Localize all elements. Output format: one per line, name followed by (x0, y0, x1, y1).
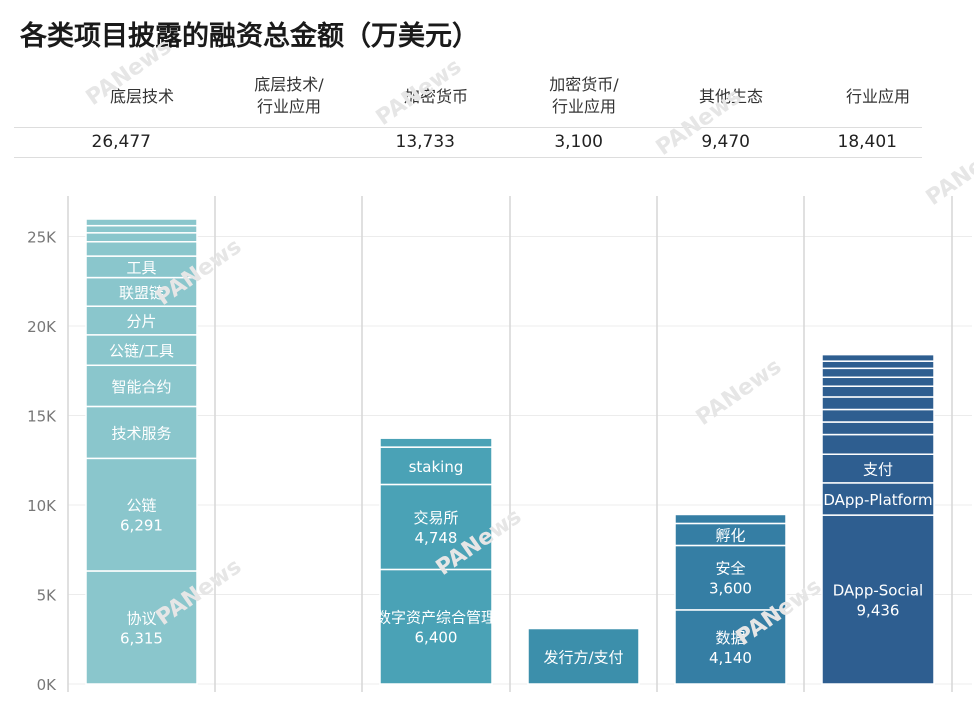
segment-label: 孵化 (715, 526, 745, 544)
bar-segment (821, 453, 935, 484)
bar-segment (85, 305, 198, 336)
segment-label: staking (409, 458, 464, 476)
segment-label: 发行方/支付 (543, 648, 623, 666)
column-header: 加密货币/行业应用 (510, 74, 658, 118)
segment-label: 智能合约 (111, 378, 171, 396)
segment-label: 安全 (715, 560, 745, 578)
bar-segment (379, 437, 493, 448)
bar-segment (85, 334, 198, 367)
column-header: 底层技术 (68, 86, 216, 108)
bar-segment (821, 408, 935, 423)
column-header: 其他生态 (657, 86, 805, 108)
column-header: 加密货币 (362, 86, 510, 108)
segment-label: 公链 (126, 497, 156, 515)
column-total: 13,733 (395, 132, 455, 152)
bar-segment (674, 609, 787, 685)
segment-label: DApp-Social (833, 582, 923, 600)
column-header-line: 行业应用 (256, 97, 321, 116)
bar-segment (85, 457, 198, 572)
bar-segment (85, 224, 198, 234)
y-tick-label: 20K (27, 318, 57, 336)
bar-segment (821, 353, 935, 362)
segment-value-label: 4,140 (709, 649, 752, 667)
bar-segment (85, 218, 198, 227)
column-total: 3,100 (554, 132, 603, 152)
y-tick-label: 5K (37, 587, 58, 605)
segment-label: 数字资产综合管理 (376, 609, 496, 627)
bar-segment (85, 232, 198, 243)
page-title: 各类项目披露的融资总金额（万美元） (20, 21, 479, 52)
bar-segment (85, 570, 198, 685)
segment-label: 分片 (126, 313, 156, 331)
segment-label: 数据 (715, 629, 745, 647)
bar-segment (821, 421, 935, 436)
bar-segment (674, 513, 787, 525)
column-header-line: 行业应用 (845, 87, 910, 106)
table-rule-top (14, 127, 922, 128)
segment-label: 工具 (126, 259, 156, 277)
column-header-line: 底层技术 (109, 87, 174, 106)
bar-segment (85, 241, 198, 257)
bar-segment (379, 568, 493, 685)
bar-segment (527, 627, 640, 685)
segment-label: 公链/工具 (109, 342, 174, 360)
segment-value-label: 6,400 (415, 629, 458, 647)
bar-segment (821, 376, 935, 387)
bar-segment (821, 360, 935, 370)
bar-segment (821, 385, 935, 398)
column-header: 底层技术/行业应用 (215, 74, 363, 118)
bar-segment (821, 433, 935, 455)
column-header-line: 加密货币/ (549, 75, 619, 94)
segment-label: 技术服务 (111, 424, 171, 442)
segment-label: DApp-Platform (823, 491, 932, 509)
bar-segment (85, 364, 198, 408)
column-header: 行业应用 (804, 86, 952, 108)
segment-value-label: 9,436 (857, 602, 900, 620)
segment-value-label: 4,748 (415, 529, 458, 547)
segment-label: 支付 (863, 461, 893, 479)
table-rule-bottom (14, 157, 922, 158)
segment-value-label: 6,315 (120, 629, 163, 647)
column-header-line: 加密货币 (403, 87, 468, 106)
bar-segment (821, 396, 935, 411)
segment-value-label: 6,291 (120, 517, 163, 535)
segment-label: 交易所 (413, 509, 458, 527)
column-header-line: 其他生态 (698, 87, 763, 106)
bar-segment (379, 483, 493, 571)
y-tick-label: 25K (27, 229, 57, 247)
bar-segment (674, 544, 787, 611)
column-total: 26,477 (91, 132, 151, 152)
bar-segment (821, 514, 935, 685)
column-total: 9,470 (701, 132, 750, 152)
column-header-line: 底层技术/ (254, 75, 324, 94)
segment-label: 协议 (126, 609, 156, 627)
column-total: 18,401 (837, 132, 897, 152)
segment-value-label: 3,600 (709, 580, 752, 598)
y-tick-label: 15K (27, 408, 57, 426)
segment-label: 联盟链 (119, 284, 164, 302)
y-tick-label: 10K (27, 497, 57, 515)
totals-table: 底层技术 26,477 底层技术/行业应用 加密货币 13,733 加密货币/行业应用 3,… (0, 0, 974, 160)
bar-segment (821, 367, 935, 379)
column-header-line: 行业应用 (551, 97, 616, 116)
y-tick-label: 0K (37, 676, 58, 694)
bar-segment (85, 405, 198, 460)
